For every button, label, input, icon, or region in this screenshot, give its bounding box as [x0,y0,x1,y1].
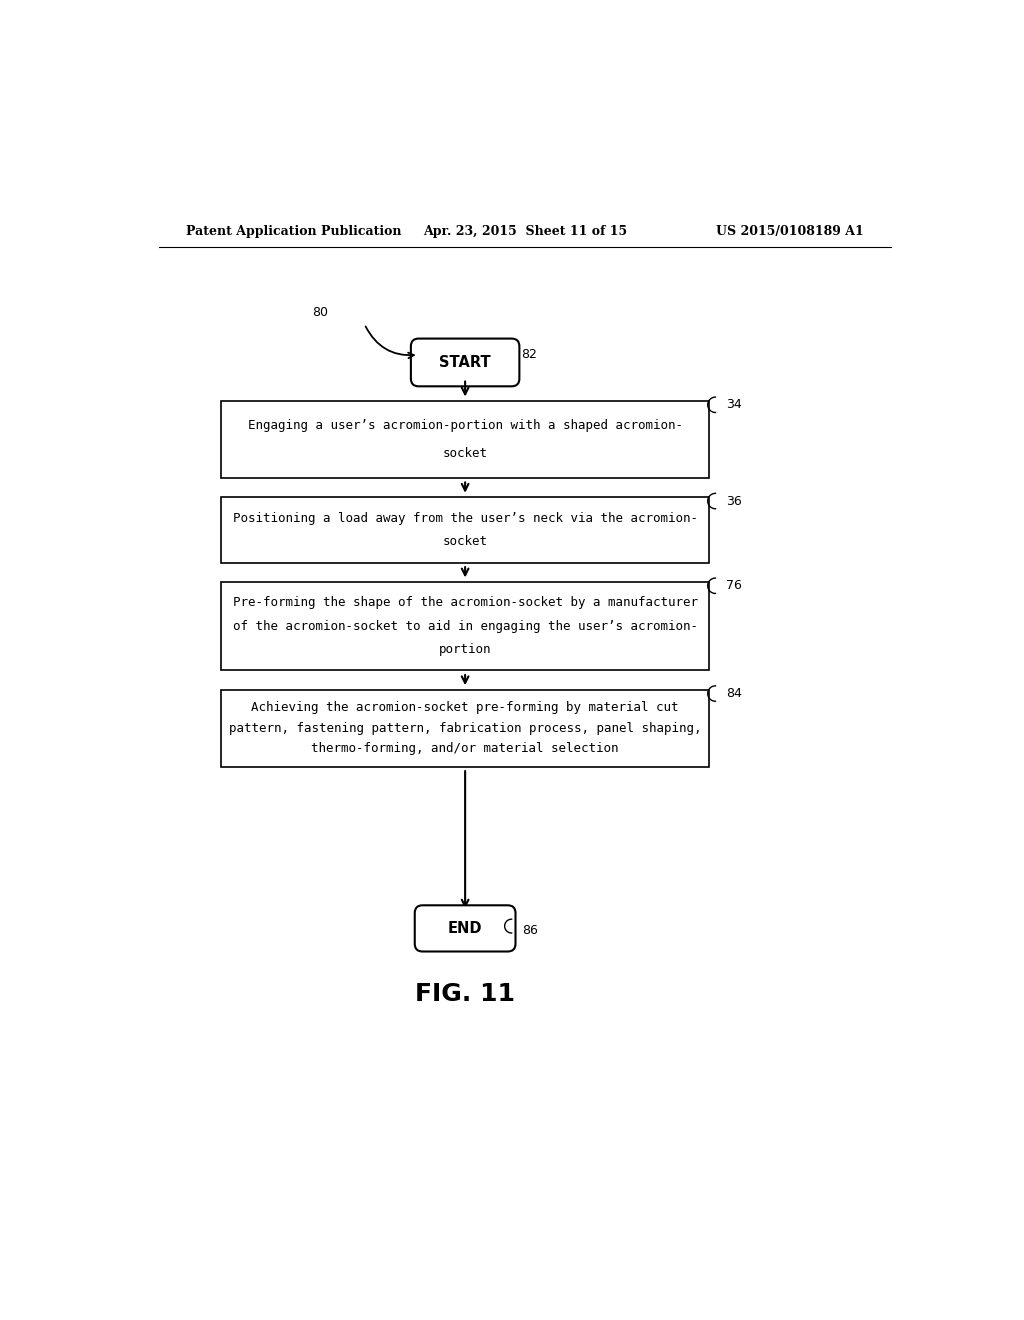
Text: Achieving the acromion-socket pre-forming by material cut: Achieving the acromion-socket pre-formin… [251,701,679,714]
Bar [221,582,710,671]
Text: socket: socket [442,446,487,459]
FancyBboxPatch shape [415,906,515,952]
Text: 84: 84 [726,686,742,700]
Text: START: START [439,355,490,370]
Text: END: END [447,921,482,936]
Text: Apr. 23, 2015  Sheet 11 of 15: Apr. 23, 2015 Sheet 11 of 15 [423,224,627,238]
Text: FIG. 11: FIG. 11 [415,982,515,1006]
Text: Positioning a load away from the user’s neck via the acromion-: Positioning a load away from the user’s … [232,512,697,525]
Text: 36: 36 [726,495,742,508]
Text: pattern, fastening pattern, fabrication process, panel shaping,: pattern, fastening pattern, fabrication … [229,722,701,735]
Text: thermo-forming, and/or material selection: thermo-forming, and/or material selectio… [311,742,618,755]
Bar [221,689,710,767]
Text: socket: socket [442,535,487,548]
Text: portion: portion [439,643,492,656]
Text: 86: 86 [522,924,539,937]
Text: 34: 34 [726,399,742,412]
Text: US 2015/0108189 A1: US 2015/0108189 A1 [717,224,864,238]
Bar [221,401,710,478]
Text: 76: 76 [726,579,742,593]
Text: Engaging a user’s acromion-portion with a shaped acromion-: Engaging a user’s acromion-portion with … [248,420,683,432]
Bar [221,498,710,562]
Text: 82: 82 [521,348,537,362]
Text: 80: 80 [312,306,329,319]
Text: Pre-forming the shape of the acromion-socket by a manufacturer: Pre-forming the shape of the acromion-so… [232,597,697,610]
FancyBboxPatch shape [411,339,519,387]
Text: Patent Application Publication: Patent Application Publication [186,224,401,238]
Text: of the acromion-socket to aid in engaging the user’s acromion-: of the acromion-socket to aid in engagin… [232,619,697,632]
